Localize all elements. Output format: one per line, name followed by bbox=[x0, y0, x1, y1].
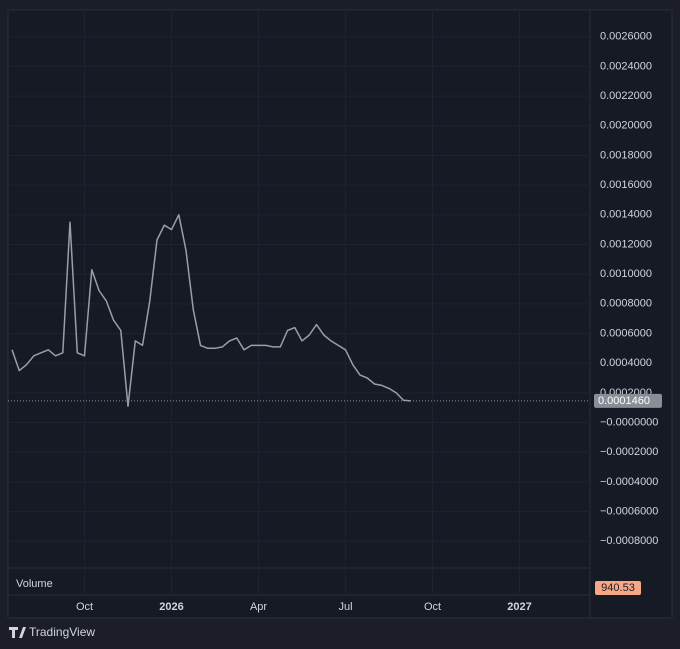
chart-frame bbox=[7, 9, 673, 619]
x-tick-label: Apr bbox=[250, 601, 267, 613]
volume-label: Volume bbox=[16, 578, 53, 590]
y-tick-label: −0.0000000 bbox=[600, 416, 658, 428]
brand-logo bbox=[9, 627, 26, 638]
y-tick-label: 0.0012000 bbox=[600, 238, 652, 250]
y-tick-label: 0.0004000 bbox=[600, 357, 652, 369]
last-price-label: 0.0001460 bbox=[598, 395, 650, 407]
x-tick-label: Oct bbox=[76, 601, 93, 613]
y-tick-label: 0.0006000 bbox=[600, 327, 652, 339]
y-tick-label: −0.0006000 bbox=[600, 505, 658, 517]
brand-name: TradingView bbox=[29, 625, 95, 639]
price-line bbox=[11, 214, 411, 407]
y-tick-label: 0.0018000 bbox=[600, 149, 652, 161]
y-tick-label: −0.0004000 bbox=[600, 476, 658, 488]
y-tick-label: 0.0008000 bbox=[600, 298, 652, 310]
x-tick-label: Oct bbox=[424, 601, 441, 613]
y-tick-label: 0.0014000 bbox=[600, 209, 652, 221]
brand: TradingView bbox=[9, 625, 95, 639]
x-tick-label: 2026 bbox=[159, 601, 183, 613]
y-tick-label: 0.0024000 bbox=[600, 60, 652, 72]
y-tick-label: 0.0026000 bbox=[600, 31, 652, 43]
x-tick-label: 2027 bbox=[507, 601, 531, 613]
y-tick-label: 0.0010000 bbox=[600, 268, 652, 280]
y-tick-label: 0.0016000 bbox=[600, 179, 652, 191]
last-price-badge bbox=[594, 393, 662, 408]
y-tick-label: 0.0022000 bbox=[600, 90, 652, 102]
y-tick-label: −0.0002000 bbox=[600, 446, 658, 458]
volume-badge bbox=[595, 581, 641, 595]
volume-value: 940.53 bbox=[601, 582, 635, 594]
y-tick-label: 0.0020000 bbox=[600, 120, 652, 132]
x-tick-label: Jul bbox=[338, 601, 352, 613]
y-tick-label: −0.0008000 bbox=[600, 535, 658, 547]
